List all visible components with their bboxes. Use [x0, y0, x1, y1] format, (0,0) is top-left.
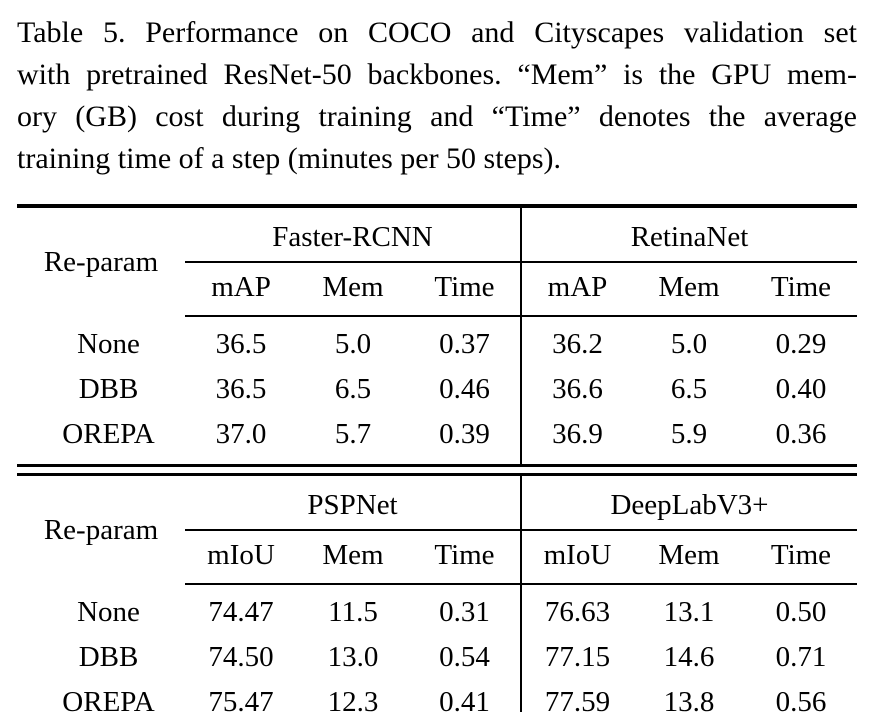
data-cell: 0.29: [775, 328, 827, 360]
table-row-orepa-segmentation: OREPA 75.47 12.3 0.41 77.59 13.8 0.56: [17, 680, 857, 712]
data-cell: 36.6: [552, 373, 603, 405]
data-cell: 76.63: [544, 596, 611, 628]
detection-subheader-time-1: Time: [408, 262, 522, 317]
segmentation-rowheader-label: Re-param: [43, 513, 159, 546]
data-cell: 37.0: [215, 418, 267, 450]
data-cell: 0.39: [408, 412, 522, 466]
data-cell: 0.37: [408, 316, 522, 367]
segmentation-group-deeplabv3plus: DeepLabV3+: [520, 474, 857, 531]
segmentation-subheader-mem-1: Mem: [297, 530, 409, 585]
detection-group-header-row: Re-param Faster-RCNN RetinaNet: [17, 206, 857, 278]
data-cell: 74.47: [208, 596, 274, 628]
segmentation-subheader-time-2: Time: [744, 530, 857, 585]
data-cell: 5.0: [670, 328, 708, 360]
detection-subheader-map-2: mAP: [520, 262, 633, 317]
segmentation-subheader-miou-1: mIoU: [185, 530, 297, 585]
data-cell: 5.9: [670, 418, 708, 450]
data-cell: 74.50: [208, 641, 274, 673]
caption-line-4: training time of a step (minutes per 50 …: [17, 142, 562, 175]
row-label: OREPA: [62, 686, 155, 712]
data-cell: 14.6: [663, 641, 715, 673]
data-cell: 13.1: [663, 596, 715, 628]
table-row-orepa-detection: OREPA 37.0 5.7 0.39 36.9 5.9 0.36: [17, 412, 857, 466]
data-cell: 36.5: [215, 373, 267, 405]
data-cell: 12.3: [327, 686, 379, 712]
table-row-none-segmentation: None 74.47 11.5 0.31 76.63 13.1 0.50: [17, 584, 857, 635]
data-cell: 75.47: [208, 686, 274, 712]
detection-subheader-mem-2: Mem: [632, 262, 745, 317]
detection-rowheader-label: Re-param: [43, 245, 159, 278]
segmentation-group-pspnet: PSPNet: [185, 474, 522, 531]
row-label: DBB: [78, 373, 139, 405]
data-cell: 0.31: [408, 584, 522, 635]
segmentation-group-header-row: Re-param PSPNet DeepLabV3+: [17, 474, 857, 546]
caption-line-3: ory (GB) cost during training and “Time”…: [17, 100, 857, 133]
data-cell: 0.50: [775, 596, 827, 628]
segmentation-results-table: Re-param PSPNet DeepLabV3+ mIoU Mem Time…: [17, 473, 857, 712]
data-cell: 77.15: [544, 641, 611, 673]
data-cell: 0.56: [775, 686, 827, 712]
table-row-dbb-segmentation: DBB 74.50 13.0 0.54 77.15 14.6 0.71: [17, 635, 857, 680]
data-cell: 5.7: [334, 418, 372, 450]
detection-subheader-mem-1: Mem: [297, 262, 409, 317]
data-cell: 77.59: [544, 686, 611, 712]
segmentation-subheader-row: mIoU Mem Time mIoU Mem Time: [17, 530, 857, 585]
data-cell: 0.41: [408, 680, 522, 712]
table-row-dbb-detection: DBB 36.5 6.5 0.46 36.6 6.5 0.40: [17, 367, 857, 412]
row-label: None: [77, 327, 140, 360]
table-row-none-detection: None 36.5 5.0 0.37 36.2 5.0 0.29: [17, 316, 857, 367]
detection-results-table: Re-param Faster-RCNN RetinaNet mAP Mem T…: [17, 204, 857, 467]
data-cell: 36.9: [552, 418, 603, 450]
data-cell: 6.5: [670, 373, 708, 405]
data-cell: 0.46: [408, 367, 522, 412]
detection-subheader-row: mAP Mem Time mAP Mem Time: [17, 262, 857, 317]
data-cell: 11.5: [328, 596, 378, 628]
data-cell: 0.40: [775, 373, 827, 405]
detection-subheader-map-1: mAP: [185, 262, 297, 317]
segmentation-subheader-time-1: Time: [408, 530, 522, 585]
data-cell: 13.0: [327, 641, 379, 673]
data-cell: 0.71: [775, 641, 827, 673]
data-cell: 36.2: [552, 328, 603, 360]
segmentation-subheader-mem-2: Mem: [632, 530, 745, 585]
data-cell: 36.5: [215, 328, 267, 360]
detection-group-faster-rcnn: Faster-RCNN: [185, 206, 522, 263]
data-cell: 5.0: [334, 328, 372, 360]
data-cell: 13.8: [663, 686, 715, 712]
row-label: OREPA: [62, 418, 155, 450]
detection-subheader-time-2: Time: [744, 262, 857, 317]
table-caption: Table 5. Performance on COCO and Citysca…: [17, 12, 857, 180]
detection-group-retinanet: RetinaNet: [520, 206, 857, 263]
caption-line-2: with pretrained ResNet-50 backbones. “Me…: [17, 58, 857, 91]
caption-line-1: Table 5. Performance on COCO and Citysca…: [17, 16, 857, 49]
data-cell: 0.54: [408, 635, 522, 680]
row-label: DBB: [78, 641, 139, 673]
data-cell: 6.5: [334, 373, 372, 405]
row-label: None: [77, 595, 140, 628]
segmentation-subheader-miou-2: mIoU: [520, 530, 633, 585]
data-cell: 0.36: [775, 418, 827, 450]
